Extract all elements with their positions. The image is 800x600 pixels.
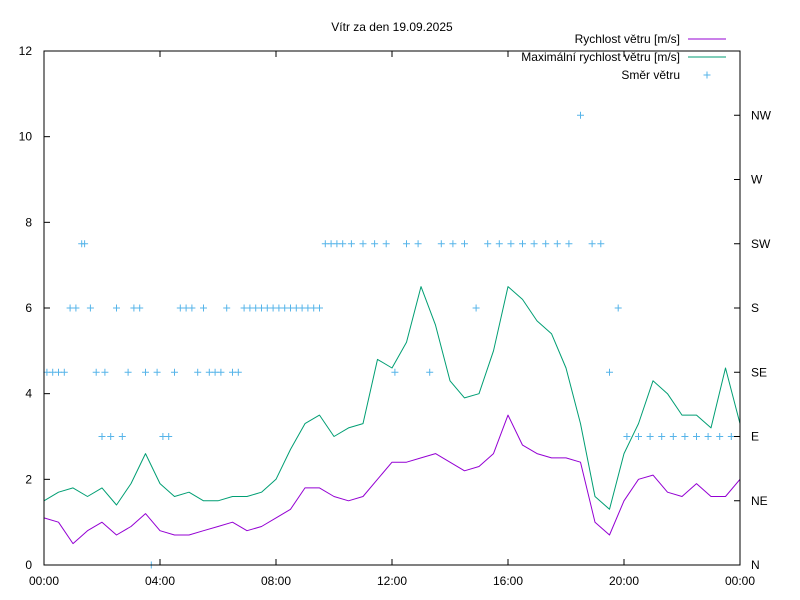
direction-point: [577, 111, 584, 119]
direction-point: [614, 304, 622, 312]
y-tick-label: 0: [25, 558, 32, 572]
direction-point: [391, 368, 399, 376]
plot-series-group: [43, 111, 741, 569]
direction-point: [727, 433, 735, 440]
direction-point: [693, 433, 700, 440]
direction-point: [359, 240, 367, 248]
direction-point: [606, 368, 613, 376]
y2-direction-label: W: [751, 173, 763, 187]
direction-point: [484, 240, 492, 248]
axes-group: 00:00 04:00 08:00 12:00 16:00 20:00 00:00 0 2 4 6 8…: [19, 44, 772, 588]
direction-point: [414, 240, 422, 248]
direction-point: [472, 304, 480, 312]
direction-point: [623, 433, 631, 440]
legend: Rychlost větru [m/s] Maximální rychlost v…: [521, 32, 726, 82]
y-tick-label: 6: [25, 301, 32, 315]
direction-point: [86, 304, 94, 312]
y2-direction-label: NW: [751, 108, 772, 122]
direction-point: [403, 240, 410, 248]
direction-point: [597, 240, 605, 248]
direction-point: [669, 433, 677, 440]
direction-point: [635, 433, 642, 440]
y-tick-label: 12: [19, 44, 33, 58]
y-tick-label: 4: [25, 387, 32, 401]
direction-point: [704, 433, 712, 440]
direction-point: [382, 240, 390, 248]
y2-direction-label: E: [751, 430, 759, 444]
y-tick-label: 8: [25, 215, 32, 229]
x-tick-label: 20:00: [609, 574, 639, 588]
chart-title: Vítr za den 19.09.2025: [331, 20, 453, 34]
direction-point: [716, 433, 724, 440]
y2-direction-label: N: [751, 558, 760, 572]
direction-point: [72, 304, 80, 312]
direction-point: [153, 368, 161, 376]
direction-point: [588, 240, 596, 248]
direction-point: [217, 368, 225, 376]
direction-point: [519, 240, 526, 248]
direction-point: [437, 240, 445, 248]
direction-point: [658, 433, 666, 440]
legend-swatch-2: [703, 71, 711, 79]
y2-direction-label: SE: [751, 365, 767, 379]
direction-point: [565, 240, 573, 248]
x-tick-label: 08:00: [261, 574, 291, 588]
direction-point: [194, 368, 202, 376]
y2-direction-label: SW: [751, 237, 771, 251]
direction-point: [223, 304, 231, 312]
direction-point: [200, 304, 207, 312]
direction-point: [234, 368, 242, 376]
y-tick-label: 10: [19, 130, 33, 144]
y2-direction-label: S: [751, 301, 759, 315]
direction-point: [124, 368, 132, 376]
x-tick-label: 16:00: [493, 574, 523, 588]
legend-label-0: Rychlost větru [m/s]: [575, 32, 680, 46]
direction-point: [347, 240, 355, 248]
series-line-0: [43, 414, 741, 545]
direction-point: [142, 368, 149, 376]
direction-point: [507, 240, 515, 248]
direction-point: [461, 240, 468, 248]
direction-point: [495, 240, 503, 248]
direction-point: [92, 368, 100, 376]
x-tick-label: 12:00: [377, 574, 407, 588]
direction-point: [449, 240, 457, 248]
series-line-1: [43, 286, 741, 510]
direction-point: [316, 304, 323, 312]
x-tick-label: 00:00: [725, 574, 755, 588]
x-tick-label: 00:00: [29, 574, 59, 588]
legend-label-1: Maximální rychlost větru [m/s]: [521, 50, 680, 64]
direction-point: [188, 304, 196, 312]
direction-point: [98, 433, 106, 440]
direction-point: [113, 304, 120, 312]
direction-point: [530, 240, 538, 248]
direction-point: [118, 433, 126, 440]
legend-label-2: Směr větru: [621, 68, 680, 82]
direction-point: [646, 433, 654, 440]
direction-point: [81, 240, 89, 248]
y2-direction-label: NE: [751, 494, 768, 508]
direction-point: [681, 433, 689, 440]
direction-point: [171, 368, 178, 376]
direction-point: [371, 240, 379, 248]
direction-point: [60, 368, 68, 376]
direction-point: [339, 240, 347, 248]
direction-point: [136, 304, 144, 312]
direction-point: [101, 368, 109, 376]
x-tick-label: 04:00: [145, 574, 175, 588]
direction-point: [553, 240, 561, 248]
direction-point: [542, 240, 550, 248]
direction-point: [426, 368, 434, 376]
y-tick-label: 2: [25, 472, 32, 486]
direction-point: [165, 433, 173, 440]
direction-point: [107, 433, 115, 440]
